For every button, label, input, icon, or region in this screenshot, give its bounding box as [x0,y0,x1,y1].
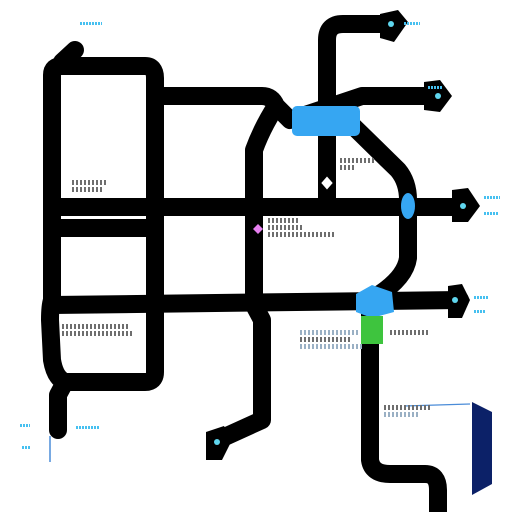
diamond-marker-icon[interactable] [253,224,263,234]
map-tick-mark [80,22,102,25]
diamond-marker-icon[interactable] [318,173,336,193]
station-marker-icon[interactable] [401,193,415,219]
arrow-terminal-icon[interactable] [452,188,480,222]
map-label-cluster [340,158,376,172]
map-tick-mark [22,446,30,449]
map-tick-mark [484,212,498,215]
arrow-terminal-icon[interactable] [448,284,470,318]
map-tick-mark [474,310,486,313]
map-label-cluster [390,330,430,337]
route-line-top-right [318,15,399,209]
map-tick-mark [404,22,420,25]
route-line-left-edge [41,201,74,439]
station-marker-icon[interactable] [356,285,394,344]
map-tick-mark [20,424,30,427]
map-tick-mark [76,426,100,429]
map-tick-mark [474,296,488,299]
route-line-right-curve [343,116,447,512]
map-label-cluster [300,330,362,351]
route-line-left-spur [53,41,84,71]
arrow-terminal-icon[interactable] [424,80,452,112]
map-label-cluster [62,324,134,338]
map-label-cluster [268,218,334,239]
map-label-cluster [384,405,432,419]
route-line-left-frame [43,57,164,391]
arrow-terminal-icon[interactable] [206,426,232,460]
arrow-terminal-icon[interactable] [380,10,408,42]
station-marker-icon[interactable] [472,402,492,495]
map-tick-mark [428,86,442,89]
map-label-cluster [72,180,108,194]
route-line-center-vertical [209,97,285,449]
map-tick-mark [484,196,500,199]
station-marker-icon[interactable] [292,106,360,136]
